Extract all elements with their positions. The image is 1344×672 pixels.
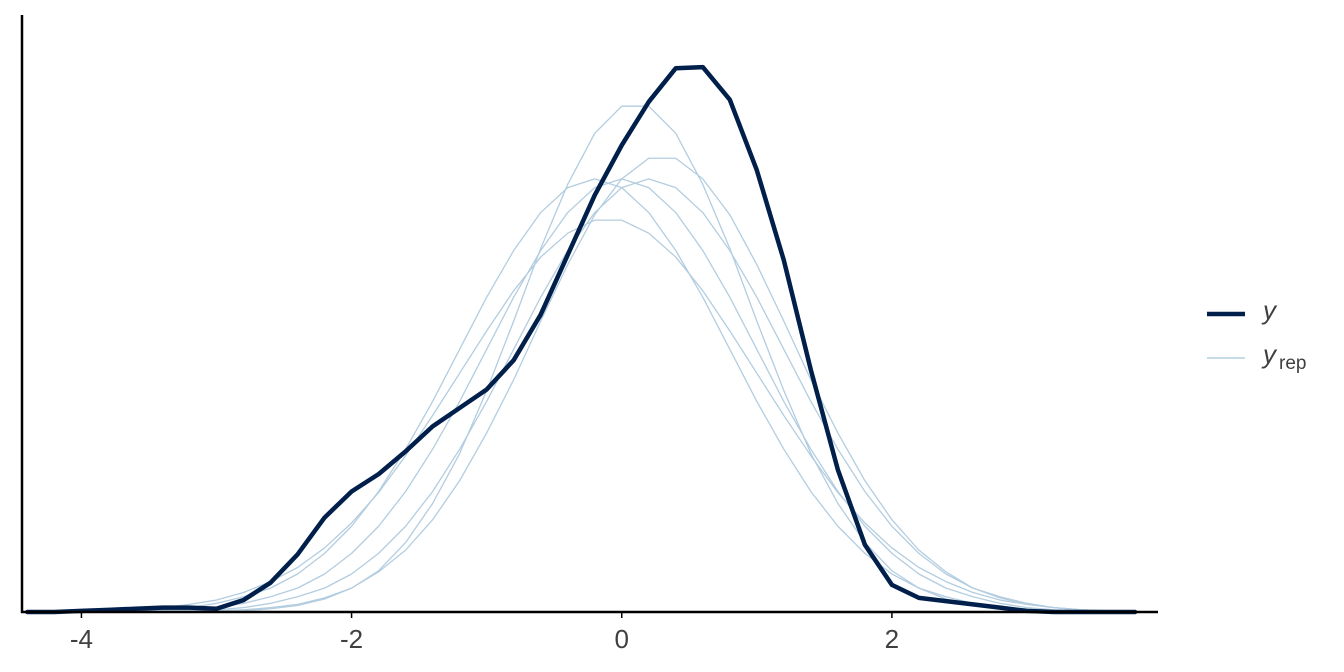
replicate-density bbox=[26, 105, 1136, 613]
replicate-density bbox=[26, 178, 1136, 613]
replicate-density bbox=[26, 178, 1136, 613]
x-tick-label: 2 bbox=[885, 624, 899, 654]
x-tick-label: 0 bbox=[615, 624, 629, 654]
plot-area bbox=[25, 64, 1138, 615]
legend-label: y bbox=[1261, 295, 1278, 325]
legend-label: y bbox=[1261, 339, 1278, 369]
replicate-density bbox=[26, 178, 1136, 613]
x-tick-label: -2 bbox=[340, 624, 363, 654]
observed-density bbox=[25, 64, 1138, 615]
replicate-density bbox=[26, 219, 1136, 613]
x-tick-label: -4 bbox=[70, 624, 93, 654]
legend-subscript: rep bbox=[1279, 353, 1306, 374]
